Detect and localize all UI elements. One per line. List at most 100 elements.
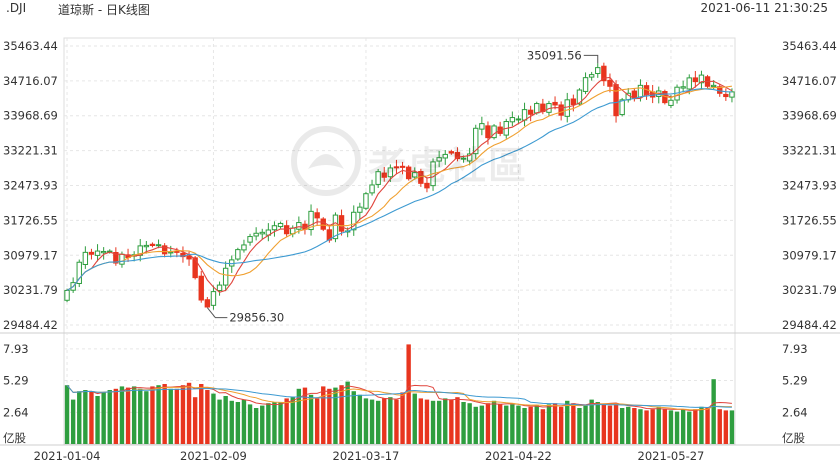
candle xyxy=(613,84,619,117)
candle xyxy=(100,250,107,254)
volume-bar xyxy=(406,344,411,444)
candle xyxy=(668,99,674,106)
volume-bar xyxy=(491,400,497,444)
candle xyxy=(235,249,241,260)
candle xyxy=(680,86,686,89)
volume-bar xyxy=(662,409,668,444)
date-tick: 2021-02-09 xyxy=(180,449,247,463)
volume-bar xyxy=(144,391,149,444)
candle xyxy=(436,157,442,162)
volume-bar xyxy=(83,390,88,444)
volume-bar xyxy=(577,408,582,444)
volume-bar xyxy=(308,394,314,444)
volume-bar xyxy=(497,404,503,444)
candle xyxy=(155,244,162,247)
volume-bar xyxy=(711,379,716,444)
candle xyxy=(64,289,70,301)
candle xyxy=(454,151,461,160)
price-tick-right: 30231.79 xyxy=(782,283,837,297)
candle xyxy=(314,212,320,219)
volume-bar xyxy=(192,397,198,444)
candle xyxy=(619,99,625,116)
volume-bar xyxy=(693,409,698,444)
candle xyxy=(222,267,229,286)
volume-bar xyxy=(412,393,417,444)
volume-bar xyxy=(467,403,472,444)
volume-bar xyxy=(418,398,424,444)
volume-bar xyxy=(162,384,167,444)
candle xyxy=(229,259,235,267)
price-tick-left: 33221.31 xyxy=(3,144,58,158)
candle xyxy=(192,257,198,279)
candle xyxy=(143,244,150,248)
volume-bar xyxy=(687,411,692,444)
volume-bar xyxy=(260,405,265,444)
volume-bar xyxy=(461,402,466,444)
volume-bar xyxy=(632,408,637,444)
price-tick-left: 30231.79 xyxy=(3,283,58,297)
volume-bar xyxy=(656,406,661,444)
volume-tick-left: 5.29 xyxy=(3,374,29,388)
price-tick-left: 34716.07 xyxy=(3,74,58,88)
candle xyxy=(552,101,558,106)
candle xyxy=(473,127,479,155)
candle xyxy=(82,251,89,265)
candle xyxy=(204,299,211,308)
volume-bar xyxy=(510,404,515,444)
volume-bar xyxy=(186,382,192,444)
volume-bar xyxy=(290,397,295,444)
volume-bar xyxy=(626,406,631,444)
volume-tick-right: 2.64 xyxy=(782,405,808,419)
timestamp: 2021-06-11 21:30:25 xyxy=(700,1,828,15)
candle xyxy=(692,77,699,83)
candle xyxy=(375,171,381,185)
date-tick: 2021-03-17 xyxy=(333,449,400,463)
price-tick-right: 33221.31 xyxy=(782,144,837,158)
volume-bar xyxy=(485,403,491,444)
volume-ma10-line xyxy=(66,384,732,411)
volume-bar xyxy=(95,396,100,444)
volume-bar xyxy=(333,387,338,444)
date-tick: 2021-01-04 xyxy=(34,449,101,463)
volume-bar xyxy=(64,385,70,444)
candle xyxy=(412,172,418,178)
candle xyxy=(357,206,363,213)
candle xyxy=(277,222,284,228)
volume-bar xyxy=(284,398,289,444)
volume-bar xyxy=(473,406,478,444)
high-annotation-leader xyxy=(583,54,599,64)
volume-bar xyxy=(571,403,576,444)
volume-bar xyxy=(668,410,674,444)
volume-bar xyxy=(400,392,405,444)
candle xyxy=(424,182,430,189)
candle xyxy=(381,172,387,178)
volume-bar xyxy=(180,385,186,444)
volume-bar xyxy=(113,388,119,444)
volume-bar xyxy=(699,406,704,444)
volume-bar xyxy=(705,408,710,444)
candle xyxy=(466,153,473,162)
volume-bar xyxy=(339,385,344,444)
price-tick-left: 29484.42 xyxy=(3,318,58,332)
volume-bar xyxy=(455,397,460,444)
candle xyxy=(564,99,570,117)
candle xyxy=(534,103,540,114)
volume-bar xyxy=(546,404,552,444)
volume-bar xyxy=(302,387,308,444)
price-tick-right: 34716.07 xyxy=(782,74,837,88)
candle xyxy=(485,125,491,139)
candle xyxy=(332,214,339,240)
volume-bar xyxy=(534,405,539,444)
price-tick-left: 35463.44 xyxy=(3,39,58,53)
volume-bar xyxy=(449,399,454,444)
date-tick: 2021-05-27 xyxy=(638,449,705,463)
candle xyxy=(186,255,192,260)
volume-bar xyxy=(156,385,161,444)
volume-bar xyxy=(601,404,607,444)
candle xyxy=(686,77,692,90)
price-tick-left: 31726.55 xyxy=(3,213,58,227)
price-tick-left: 33968.69 xyxy=(3,109,58,123)
volume-bar xyxy=(680,409,686,444)
volume-bar xyxy=(77,391,82,444)
